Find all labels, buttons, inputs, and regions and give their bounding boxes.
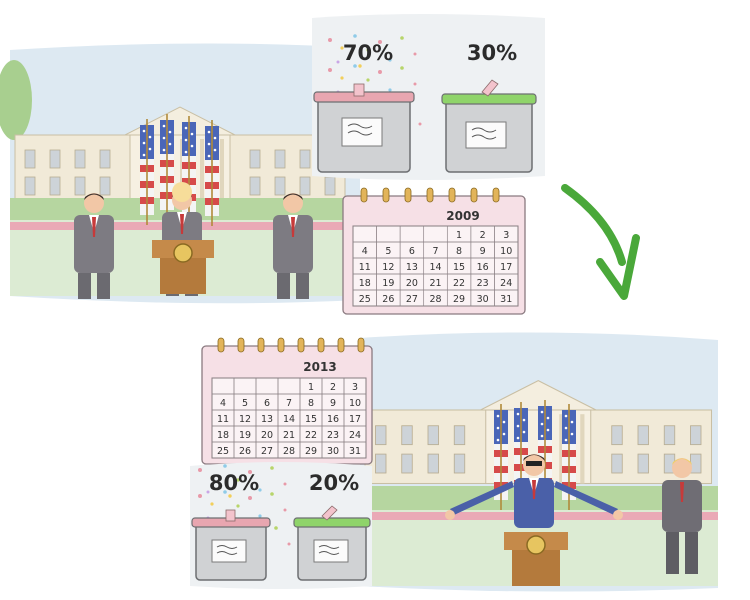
calendar-day: 29 [453, 294, 465, 305]
calendar-day: 9 [480, 246, 486, 257]
calendar-day: 18 [359, 278, 371, 289]
calendar-day: 23 [477, 278, 489, 289]
calendar-day: 18 [217, 430, 229, 441]
calendar-day: 29 [305, 446, 317, 457]
ballot-right-percent-top: 30% [467, 41, 517, 65]
calendar-day: 4 [362, 246, 368, 257]
calendar-day: 20 [406, 278, 418, 289]
calendar-day: 25 [217, 446, 229, 457]
podium-top [152, 240, 214, 294]
calendar-day: 16 [477, 262, 489, 273]
calendar-day: 31 [500, 294, 512, 305]
president-bottom [445, 454, 623, 528]
calendar-day: 26 [382, 294, 394, 305]
down-arrow [561, 184, 640, 300]
calendar-cell [343, 441, 367, 459]
calendar-day: 20 [261, 430, 273, 441]
calendar-day: 19 [239, 430, 251, 441]
calendar-day: 8 [308, 398, 314, 409]
calendar-day: 15 [305, 414, 317, 425]
calendar-day: 25 [359, 294, 371, 305]
calendar-day: 13 [406, 262, 418, 273]
calendar-day: 2 [480, 230, 486, 241]
calendar-day: 19 [382, 278, 394, 289]
calendar-day: 17 [349, 414, 361, 425]
calendar-day: 24 [349, 430, 361, 441]
calendar-day: 27 [261, 446, 273, 457]
calendar-day: 7 [432, 246, 438, 257]
calendar-year-top: 2009 [446, 209, 479, 223]
calendar-day: 5 [385, 246, 391, 257]
calendar-day: 4 [220, 398, 226, 409]
calendar-day: 8 [456, 246, 462, 257]
calendar-day: 11 [217, 414, 229, 425]
calendar-day: 7 [286, 398, 292, 409]
calendar-day: 27 [406, 294, 418, 305]
calendar-day: 12 [239, 414, 251, 425]
calendar-day: 5 [242, 398, 248, 409]
calendar-day: 1 [456, 230, 462, 241]
calendar-day: 9 [330, 398, 336, 409]
calendar-day: 30 [327, 446, 339, 457]
ballot-right-percent-bottom: 20% [309, 471, 359, 495]
calendar-day: 22 [305, 430, 317, 441]
podium-bottom [504, 532, 568, 586]
calendar-day: 14 [429, 262, 441, 273]
calendar-day: 13 [261, 414, 273, 425]
calendar-day: 11 [359, 262, 371, 273]
calendar-day: 23 [327, 430, 339, 441]
ballot-box-left-bottom [191, 509, 271, 581]
calendar-day: 28 [429, 294, 441, 305]
calendar-day: 24 [500, 278, 512, 289]
calendar-day: 6 [264, 398, 270, 409]
calendar-day: 1 [308, 382, 314, 393]
calendar-day: 21 [283, 430, 295, 441]
calendar-day: 28 [283, 446, 295, 457]
calendar-day: 12 [382, 262, 394, 273]
calendar-day: 2 [330, 382, 336, 393]
calendar-day: 3 [503, 230, 509, 241]
ballot-left-percent-top: 70% [343, 41, 393, 65]
calendar-day: 21 [429, 278, 441, 289]
calendar-day: 16 [327, 414, 339, 425]
man-leaving [662, 458, 702, 574]
calendar-day: 22 [453, 278, 465, 289]
calendar-year-bottom: 2013 [303, 360, 336, 374]
calendar-day: 26 [239, 446, 251, 457]
calendar-day: 30 [477, 294, 489, 305]
top-scene: 70% 30% 2009 1 2 34 5 6 [0, 14, 545, 315]
calendar-day: 14 [283, 414, 295, 425]
calendar-cell [494, 289, 519, 307]
ballot-box-right-bottom [293, 505, 371, 581]
calendar-day: 6 [409, 246, 415, 257]
ballot-left-percent-bottom: 80% [209, 471, 259, 495]
calendar-day: 15 [453, 262, 465, 273]
calendar-day: 10 [349, 398, 361, 409]
calendar-day: 17 [500, 262, 512, 273]
calendar-day: 31 [349, 446, 361, 457]
ballot-box-right-top [441, 79, 537, 173]
calendar-day: 10 [500, 246, 512, 257]
ballot-box-left-top [313, 83, 415, 173]
calendar-day: 3 [352, 382, 358, 393]
